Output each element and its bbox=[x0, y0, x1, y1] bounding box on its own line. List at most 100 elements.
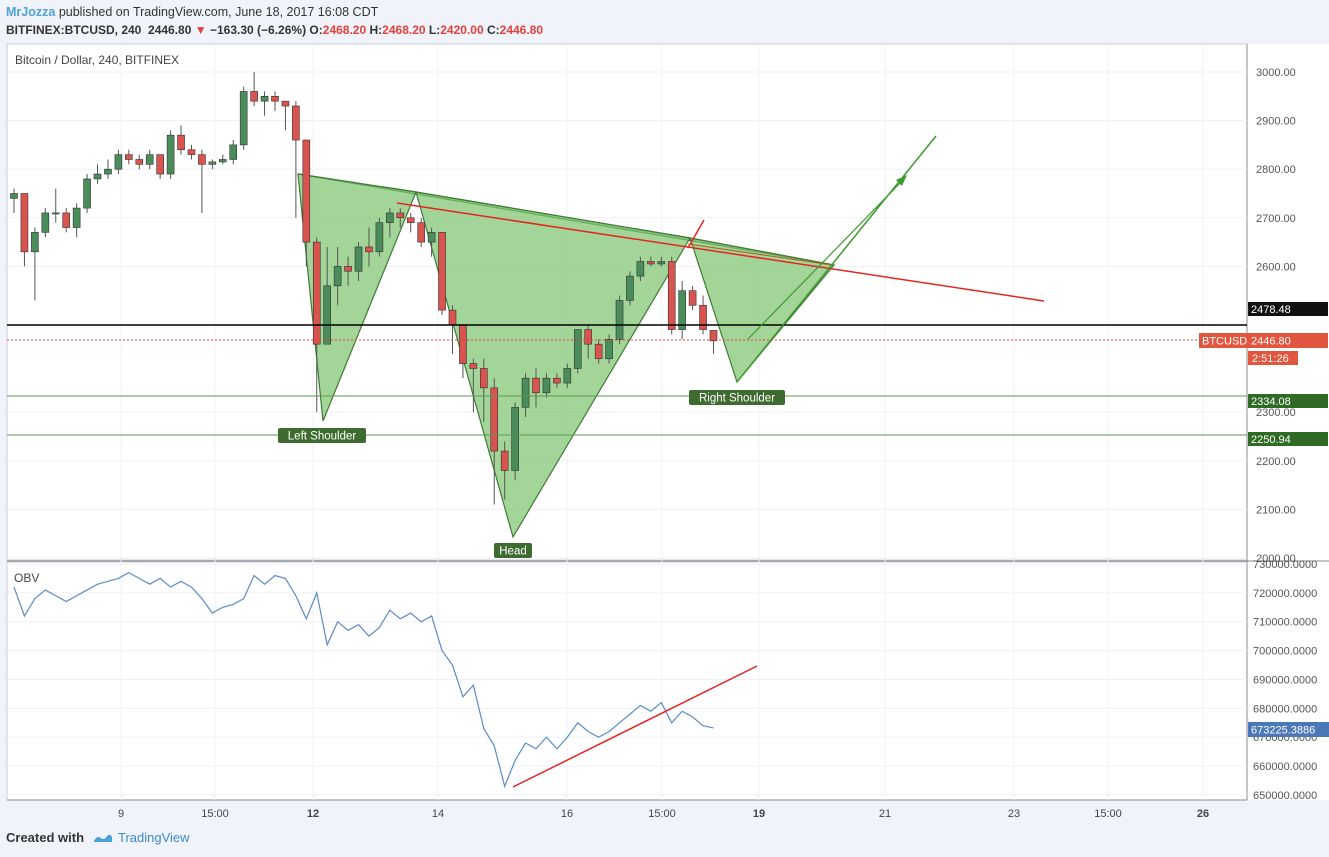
candle-body bbox=[709, 330, 718, 342]
candle bbox=[260, 91, 269, 116]
candle bbox=[20, 193, 29, 267]
candle-body bbox=[438, 232, 446, 311]
obv-tick-label: 690000.0000 bbox=[1253, 674, 1317, 686]
ticker-symbol: BITFINEX:BTCUSD, 240 bbox=[6, 23, 142, 37]
candle-body bbox=[198, 154, 206, 165]
candle bbox=[344, 256, 352, 286]
candle-body bbox=[469, 363, 478, 369]
candle-body bbox=[83, 178, 91, 209]
red-trend-line[interactable] bbox=[396, 202, 1045, 302]
candle bbox=[521, 373, 530, 418]
price-tick-label: 2700.00 bbox=[1256, 213, 1296, 225]
obv-panel[interactable] bbox=[6, 561, 1248, 801]
candle bbox=[135, 154, 144, 170]
open-value: 2468.20 bbox=[322, 23, 367, 37]
candle bbox=[511, 402, 519, 481]
obv-trend-line[interactable] bbox=[512, 665, 758, 788]
candle-body bbox=[448, 309, 457, 326]
candle-body bbox=[386, 212, 394, 223]
projection-arrow[interactable] bbox=[747, 177, 906, 340]
candle bbox=[438, 232, 446, 315]
price-axis[interactable] bbox=[1247, 44, 1329, 800]
neckline-overlay bbox=[687, 243, 833, 266]
obv-value-tag: 673225.3886 bbox=[1248, 722, 1329, 737]
price-tick-label: 2300.00 bbox=[1256, 407, 1296, 419]
candle bbox=[125, 149, 133, 165]
candle-body bbox=[10, 193, 18, 199]
svg-text:2446.80: 2446.80 bbox=[1251, 336, 1291, 348]
candle-body bbox=[260, 96, 269, 102]
obv-series[interactable] bbox=[13, 571, 714, 789]
candle-body bbox=[208, 161, 217, 165]
red-breakout-line[interactable] bbox=[687, 219, 705, 249]
candle bbox=[626, 271, 634, 306]
candle bbox=[239, 86, 248, 150]
candle bbox=[177, 125, 185, 155]
candle-body bbox=[344, 266, 352, 272]
time-tick-label: 9 bbox=[118, 808, 124, 820]
candle-body bbox=[375, 222, 384, 253]
candle-body bbox=[626, 275, 634, 301]
time-tick-label: 12 bbox=[307, 808, 319, 820]
created-with-text: Created with bbox=[6, 830, 85, 845]
head-triangle[interactable] bbox=[415, 191, 691, 539]
candle-body bbox=[699, 304, 707, 330]
candlestick-series[interactable] bbox=[10, 72, 718, 505]
candle-body bbox=[605, 338, 613, 360]
author-link[interactable]: MrJozza bbox=[6, 5, 56, 19]
candle bbox=[354, 242, 363, 281]
candle-body bbox=[333, 266, 342, 287]
candle-body bbox=[500, 450, 509, 471]
candle-body bbox=[667, 261, 676, 330]
left-shoulder-label: Left Shoulder bbox=[278, 428, 366, 443]
time-axis-ticks: 9 15:00 12 14 16 15:00 19 21 23 15:00 26 bbox=[118, 808, 1209, 820]
candle-body bbox=[229, 144, 238, 160]
svg-text:2478.48: 2478.48 bbox=[1251, 304, 1291, 316]
candle bbox=[271, 91, 279, 111]
time-tick-label: 15:00 bbox=[648, 808, 676, 820]
obv-tick-label: 700000.0000 bbox=[1253, 646, 1317, 658]
candle bbox=[10, 188, 18, 213]
candle-body bbox=[521, 377, 530, 408]
candle-body bbox=[647, 261, 655, 265]
head-shoulders-pattern[interactable] bbox=[297, 173, 836, 539]
candle-body bbox=[365, 246, 373, 253]
candle-body bbox=[312, 241, 321, 345]
candle bbox=[31, 227, 39, 301]
ticker-last: 2446.80 bbox=[148, 23, 192, 37]
head-label: Head bbox=[494, 543, 532, 558]
obv-title: OBV bbox=[14, 571, 39, 585]
time-tick-label: 15:00 bbox=[1094, 808, 1122, 820]
ticker-change: −163.30 (−6.26%) bbox=[210, 23, 307, 37]
tag-2478: 2478.48 bbox=[1248, 302, 1328, 316]
candle bbox=[292, 101, 300, 218]
candle-body bbox=[166, 134, 175, 175]
candle-body bbox=[187, 149, 196, 155]
time-tick-label: 26 bbox=[1197, 808, 1209, 820]
price-tick-label: 2600.00 bbox=[1256, 261, 1296, 273]
right-shoulder-triangle[interactable] bbox=[689, 237, 836, 384]
candle-body bbox=[104, 168, 112, 175]
candle-body bbox=[20, 193, 29, 253]
candle bbox=[417, 217, 425, 247]
price-tick-label: 2000.00 bbox=[1256, 553, 1296, 565]
close-label: C: bbox=[486, 23, 500, 37]
candle bbox=[594, 339, 603, 364]
candle bbox=[187, 144, 196, 160]
high-label: H: bbox=[369, 23, 383, 37]
candle bbox=[198, 149, 206, 213]
candle bbox=[208, 159, 217, 170]
candle-body bbox=[584, 329, 593, 345]
candle-body bbox=[292, 105, 300, 141]
candle-body bbox=[490, 387, 499, 452]
candle-body bbox=[615, 300, 624, 340]
time-tick-label: 21 bbox=[879, 808, 891, 820]
tradingview-brand[interactable]: TradingView bbox=[92, 830, 190, 845]
candle bbox=[104, 159, 112, 179]
candle bbox=[365, 227, 373, 267]
candle bbox=[563, 363, 572, 388]
footer: Created with TradingView bbox=[6, 830, 190, 845]
left-shoulder-triangle[interactable] bbox=[297, 173, 417, 422]
high-value: 2468.20 bbox=[382, 23, 426, 37]
